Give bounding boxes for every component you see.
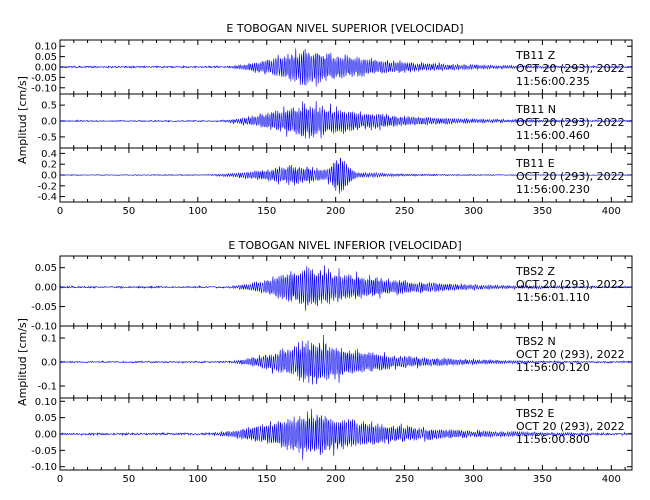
y-tick-label: 0.1 [41, 334, 57, 345]
time-label: 11:56:00.235 [516, 75, 590, 88]
date-label: OCT 20 (293), 2022 [516, 170, 625, 183]
x-tick-label: 200 [326, 474, 345, 485]
time-label: 11:56:00.120 [516, 361, 590, 374]
x-tick-label: 400 [602, 474, 621, 485]
date-label: OCT 20 (293), 2022 [516, 116, 625, 129]
x-tick-label: 400 [602, 206, 621, 217]
y-tick-label: -0.4 [37, 192, 57, 203]
waveform-trace [59, 335, 633, 385]
chart-title-upper: E TOBOGAN NIVEL SUPERIOR [VELOCIDAD] [226, 22, 463, 35]
y-axis-label-upper: Amplitud [cm/s] [16, 76, 29, 164]
waveform-trace [59, 408, 633, 460]
date-label: OCT 20 (293), 2022 [516, 420, 625, 433]
waveform-trace [59, 157, 633, 194]
x-tick-label: 0 [57, 474, 63, 485]
y-tick-label: -0.05 [31, 73, 57, 84]
chart-title-lower: E TOBOGAN NIVEL INFERIOR [VELOCIDAD] [228, 239, 461, 252]
y-tick-label: -0.2 [37, 181, 57, 192]
y-tick-label: 0.0 [41, 117, 57, 128]
x-tick-label: 150 [257, 206, 276, 217]
station-component-label: TB11 N [515, 103, 556, 116]
station-component-label: TBS2 Z [515, 265, 556, 278]
y-tick-label: 0.05 [35, 413, 57, 424]
y-tick-label: -0.10 [31, 83, 57, 94]
y-tick-label: 0.2 [41, 160, 57, 171]
x-tick-label: 300 [464, 206, 483, 217]
y-tick-label: 0.4 [41, 149, 57, 160]
y-axis-label-lower: Amplitud [cm/s] [16, 318, 29, 406]
waveform-trace [59, 265, 633, 311]
station-component-label: TB11 Z [515, 49, 556, 62]
y-tick-label: -0.05 [31, 302, 57, 313]
y-tick-label: 0.5 [41, 101, 57, 112]
y-tick-label: -0.10 [31, 322, 57, 333]
x-tick-label: 250 [395, 474, 414, 485]
date-label: OCT 20 (293), 2022 [516, 278, 625, 291]
station-component-label: TB11 E [515, 157, 555, 170]
time-label: 11:56:00.800 [516, 433, 590, 446]
x-tick-label: 50 [123, 474, 136, 485]
y-tick-label: -0.10 [31, 462, 57, 473]
x-tick-label: 50 [123, 206, 136, 217]
x-tick-label: 300 [464, 474, 483, 485]
station-component-label: TBS2 E [515, 407, 555, 420]
x-tick-label: 100 [188, 474, 207, 485]
y-tick-label: 0.05 [35, 263, 57, 274]
y-tick-label: 0.00 [35, 63, 57, 74]
y-tick-label: 0.10 [35, 42, 57, 53]
x-tick-label: 350 [533, 206, 552, 217]
y-tick-label: -0.5 [37, 132, 57, 143]
y-tick-label: 0.05 [35, 52, 57, 63]
waveform-trace [59, 101, 633, 139]
x-tick-label: 200 [326, 206, 345, 217]
x-tick-label: 150 [257, 474, 276, 485]
x-tick-label: 350 [533, 474, 552, 485]
date-label: OCT 20 (293), 2022 [516, 348, 625, 361]
waveform-trace [59, 48, 633, 87]
time-label: 11:56:01.110 [516, 291, 590, 304]
date-label: OCT 20 (293), 2022 [516, 62, 625, 75]
y-tick-label: 0.0 [41, 358, 57, 369]
y-tick-label: 0.00 [35, 430, 57, 441]
y-tick-label: -0.05 [31, 446, 57, 457]
time-label: 11:56:00.230 [516, 183, 590, 196]
y-tick-label: 0.0 [41, 171, 57, 182]
time-label: 11:56:00.460 [516, 129, 590, 142]
y-tick-label: 0.00 [35, 283, 57, 294]
x-tick-label: 100 [188, 206, 207, 217]
x-tick-label: 0 [57, 206, 63, 217]
station-component-label: TBS2 N [515, 335, 556, 348]
y-tick-label: 0.10 [35, 397, 57, 408]
y-tick-label: -0.1 [37, 382, 57, 393]
x-tick-label: 250 [395, 206, 414, 217]
